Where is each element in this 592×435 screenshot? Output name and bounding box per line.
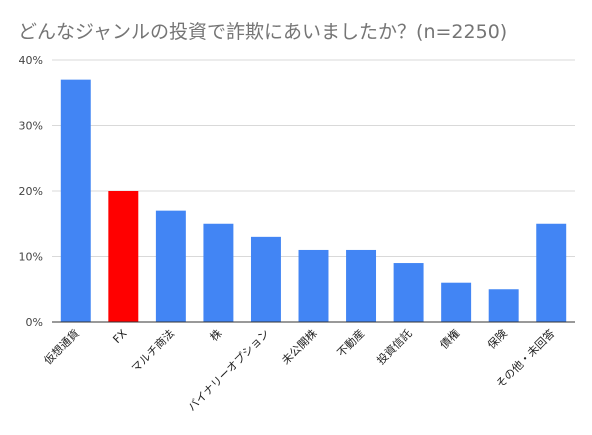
- bar: [108, 191, 139, 322]
- x-tick-label: マルチ商法: [128, 326, 177, 375]
- chart-title: どんなジャンルの投資で詐欺にあいましたか？(n=2250): [18, 21, 508, 43]
- x-tick-label: 投資信託: [374, 326, 415, 367]
- bar: [441, 282, 472, 322]
- bar: [250, 236, 281, 322]
- bar: [203, 223, 234, 322]
- bar: [393, 263, 424, 322]
- bars: [60, 79, 567, 323]
- bar: [155, 210, 186, 322]
- y-tick-label: 20%: [19, 185, 43, 198]
- bar: [298, 249, 329, 322]
- bar: [536, 223, 567, 322]
- bar: [346, 249, 377, 322]
- x-tick-label: FX: [110, 327, 129, 346]
- x-tick-label: 不動産: [334, 326, 367, 359]
- y-tick-label: 40%: [19, 54, 43, 67]
- bar: [488, 289, 519, 322]
- y-tick-label: 0%: [26, 316, 43, 329]
- x-tick-label: 仮想通貨: [41, 326, 82, 367]
- x-tick-label: 債権: [437, 326, 462, 351]
- x-tick-label: 株: [207, 326, 225, 344]
- y-axis-ticks: 0% 10% 20% 30% 40%: [19, 54, 43, 329]
- x-tick-label: バイナリーオプション: [185, 327, 272, 414]
- y-tick-label: 30%: [19, 120, 43, 133]
- x-tick-label: 保険: [484, 326, 509, 351]
- bar: [60, 79, 91, 323]
- x-tick-label: 未公開株: [279, 326, 320, 367]
- y-tick-label: 10%: [19, 251, 43, 264]
